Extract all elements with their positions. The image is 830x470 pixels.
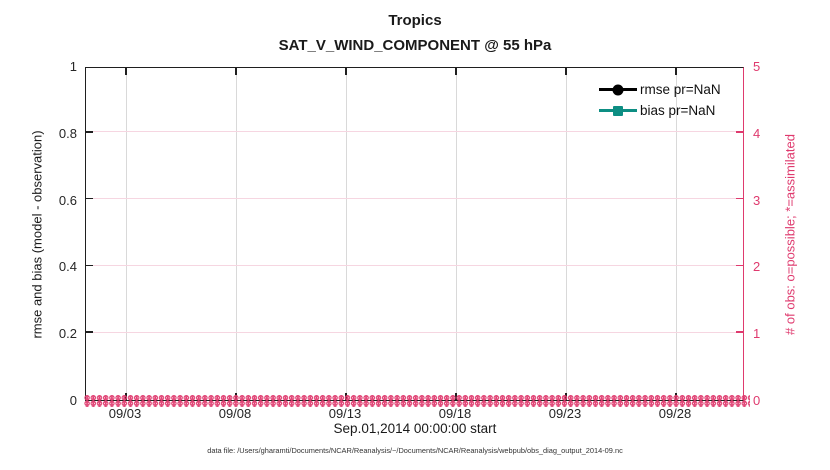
square-marker-icon	[613, 105, 623, 116]
left-y-axis-label: rmse and bias (model - observation)	[29, 130, 45, 339]
x-tick-top	[235, 68, 237, 75]
y-gridline	[86, 198, 742, 200]
legend: rmse pr=NaN bias pr=NaN	[599, 79, 721, 121]
y-tick-left	[86, 131, 93, 133]
legend-item-bias: bias pr=NaN	[599, 100, 721, 121]
x-gridline	[455, 68, 457, 399]
y-tick-right	[736, 264, 743, 267]
legend-item-rmse: rmse pr=NaN	[599, 79, 721, 100]
x-tick-label: 09/23	[548, 406, 582, 421]
y-left-tick-label: 0.2	[58, 326, 77, 342]
legend-line	[599, 105, 637, 116]
x-tick-top	[125, 68, 127, 75]
x-tick-label: 09/18	[438, 406, 472, 421]
right-y-axis-label: # of obs: o=possible; *=assimilated	[782, 134, 798, 335]
y-right-tick-label: 4	[753, 125, 761, 141]
data-file-caption: data file: /Users/gharamti/Documents/NCA…	[207, 446, 623, 455]
x-tick-label: 09/13	[328, 406, 362, 421]
legend-label: bias pr=NaN	[640, 103, 716, 118]
x-gridline	[235, 68, 237, 399]
x-tick-top	[675, 68, 677, 75]
legend-label: rmse pr=NaN	[640, 82, 721, 97]
x-tick-label: 09/28	[658, 406, 692, 421]
y-gridline	[86, 264, 742, 266]
x-tick-top	[345, 68, 347, 75]
x-tick-label: 09/08	[218, 406, 252, 421]
observation-markers-band	[84, 395, 750, 407]
x-gridline	[345, 68, 347, 399]
x-axis-label: Sep.01,2014 00:00:00 start	[333, 421, 497, 436]
y-left-tick-label: 0	[69, 393, 77, 408]
y-left-tick-label: 1	[69, 59, 77, 74]
legend-line	[599, 84, 637, 95]
y-tick-left	[86, 197, 93, 200]
chart-title: Tropics	[388, 12, 442, 29]
y-right-tick-label: 1	[753, 326, 761, 342]
y-right-tick-label: 2	[753, 259, 761, 275]
y-tick-right	[736, 331, 743, 333]
y-tick-left	[86, 264, 93, 267]
x-gridline	[675, 68, 677, 399]
y-tick-right	[736, 131, 743, 133]
y-right-tick-label: 0	[753, 393, 761, 408]
y-left-tick-label: 0.6	[58, 192, 77, 208]
x-tick-label: 09/03	[108, 406, 142, 421]
obs-band-fill	[84, 395, 750, 407]
chart-subtitle: SAT_V_WIND_COMPONENT @ 55 hPa	[278, 37, 552, 54]
circle-marker-icon	[612, 84, 624, 95]
y-left-tick-label: 0.4	[58, 259, 77, 275]
y-gridline	[86, 331, 742, 333]
x-gridline	[125, 68, 127, 399]
y-gridline	[86, 131, 742, 133]
y-left-tick-label: 0.8	[58, 125, 77, 141]
y-right-tick-label: 5	[753, 59, 761, 74]
x-gridline	[565, 68, 567, 399]
y-tick-right	[736, 197, 743, 200]
x-tick-top	[565, 68, 567, 75]
y-tick-left	[86, 331, 93, 333]
y-right-tick-label: 3	[753, 192, 761, 208]
x-tick-top	[455, 68, 457, 75]
